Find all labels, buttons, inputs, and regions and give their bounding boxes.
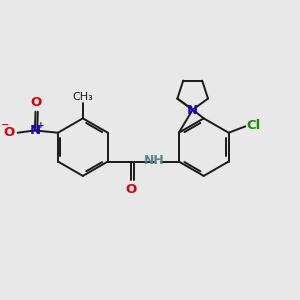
Text: +: + [37,121,44,130]
Text: N: N [187,104,198,117]
Text: NH: NH [143,154,164,167]
Text: CH₃: CH₃ [73,92,93,102]
Text: O: O [30,96,41,110]
Text: N: N [29,124,40,137]
Text: O: O [126,182,137,196]
Text: Cl: Cl [247,119,261,132]
Text: ⁻: ⁻ [1,121,10,136]
Text: O: O [3,126,14,139]
